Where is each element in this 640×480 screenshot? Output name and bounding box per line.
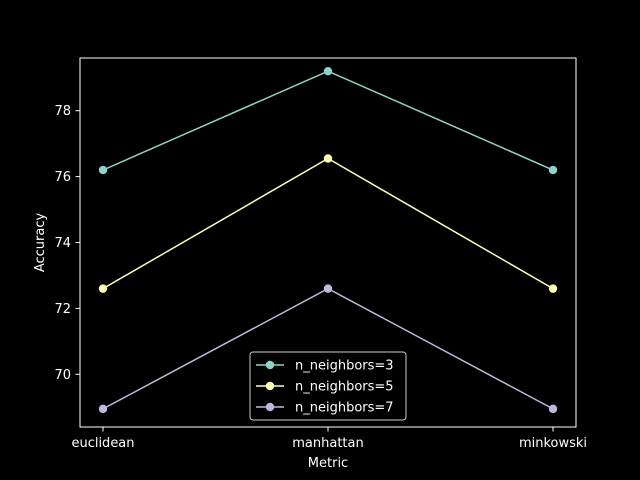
y-tick-label: 78 xyxy=(54,104,71,119)
legend-swatch-marker xyxy=(265,381,275,391)
data-point xyxy=(98,284,108,293)
x-tick-label: minkowski xyxy=(519,436,587,451)
y-tick-label: 72 xyxy=(54,302,71,317)
data-point xyxy=(323,66,333,76)
x-tick-label: euclidean xyxy=(71,436,134,451)
legend-swatch-marker xyxy=(265,402,275,412)
data-point xyxy=(548,165,558,175)
legend-label: n_neighbors=7 xyxy=(295,401,394,416)
x-axis-label: Metric xyxy=(308,456,348,471)
data-point xyxy=(323,284,333,293)
y-tick-label: 74 xyxy=(54,236,71,251)
legend-swatch-marker xyxy=(265,360,275,370)
legend: n_neighbors=3 n_neighbors=5 n_neighbors=7 xyxy=(249,351,407,421)
y-axis-ticks: 70 72 74 76 78 xyxy=(54,104,80,383)
data-point xyxy=(98,165,108,175)
y-tick-label: 70 xyxy=(54,368,71,383)
y-axis-label: Accuracy xyxy=(33,213,48,273)
legend-label: n_neighbors=3 xyxy=(295,359,394,374)
x-tick-label: manhattan xyxy=(292,436,363,451)
data-point xyxy=(548,404,558,414)
legend-box xyxy=(249,351,407,421)
y-tick-label: 76 xyxy=(54,170,71,185)
legend-label: n_neighbors=5 xyxy=(295,380,394,395)
series-points xyxy=(98,66,558,414)
data-point xyxy=(98,404,108,414)
x-axis-ticks: euclidean manhattan minkowski xyxy=(71,427,587,451)
data-point xyxy=(548,284,558,293)
data-point xyxy=(323,154,333,163)
